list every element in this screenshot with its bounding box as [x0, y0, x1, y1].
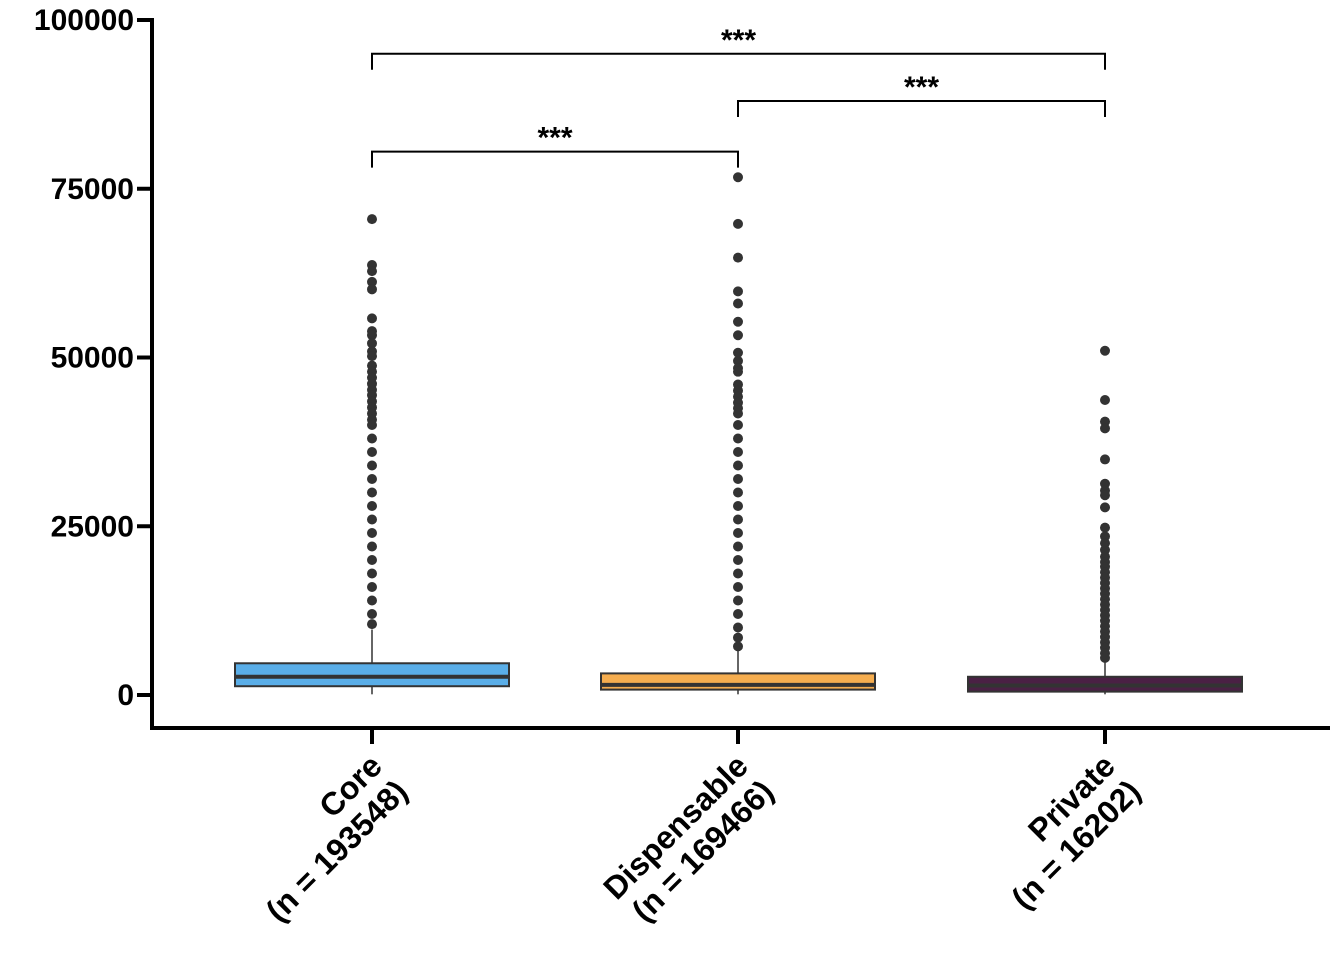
box-dispensable	[600, 172, 876, 695]
outlier-point	[733, 528, 743, 538]
outlier-point	[733, 622, 743, 633]
outlier-point	[733, 595, 743, 606]
outlier-point	[367, 266, 377, 277]
outlier-point	[733, 487, 743, 498]
outlier-point	[367, 595, 377, 606]
significance-bracket: ***	[371, 24, 1106, 70]
outlier-point	[733, 541, 743, 552]
outlier-point	[367, 276, 377, 287]
outlier-point	[1100, 345, 1110, 356]
outlier-point	[367, 420, 377, 430]
bracket-line	[371, 150, 739, 168]
y-tick-label: 100000	[34, 4, 134, 37]
outlier-point	[367, 351, 377, 362]
outlier-point	[367, 619, 377, 630]
outlier-point	[733, 433, 743, 444]
outlier-point	[367, 338, 377, 349]
outlier-point	[367, 284, 377, 295]
outlier-point	[1100, 423, 1110, 434]
outlier-point	[733, 632, 743, 643]
y-tick-label: 75000	[51, 173, 134, 206]
significance-label: ***	[904, 71, 939, 104]
outlier-point	[733, 641, 743, 652]
bracket-line	[371, 52, 1106, 70]
outlier-point	[733, 609, 743, 619]
box-private	[967, 345, 1243, 695]
outlier-point	[367, 433, 377, 444]
outlier-point	[367, 313, 377, 324]
outlier-point	[733, 252, 743, 263]
outlier-point	[367, 214, 377, 225]
significance-label: ***	[721, 24, 756, 57]
significance-label: ***	[537, 122, 572, 155]
outlier-point	[733, 460, 743, 471]
outlier-point	[1100, 652, 1110, 663]
outlier-point	[733, 286, 743, 297]
outlier-point	[367, 528, 377, 538]
outlier-point	[1100, 454, 1110, 465]
boxes-layer	[234, 172, 1243, 695]
y-tick-label: 50000	[51, 342, 134, 375]
outlier-point	[367, 330, 377, 341]
outlier-point	[733, 408, 743, 419]
outlier-point	[1100, 502, 1110, 513]
outlier-point	[367, 474, 377, 484]
y-tick-label: 0	[117, 679, 134, 712]
outlier-point	[367, 541, 377, 552]
outlier-point	[367, 568, 377, 579]
outlier-point	[733, 218, 743, 229]
outlier-point	[367, 501, 377, 511]
axes: 0 25000 50000 75000 100000 Core(n = 193548) Di…	[34, 4, 1330, 931]
outlier-point	[733, 172, 743, 183]
outlier-point	[367, 582, 377, 592]
box-rect	[600, 672, 876, 691]
outlier-point	[733, 355, 743, 366]
outlier-point	[733, 582, 743, 592]
box-rect	[234, 662, 510, 688]
outlier-point	[1100, 395, 1110, 406]
outlier-point	[733, 474, 743, 484]
outlier-point	[367, 447, 377, 457]
outlier-point	[733, 501, 743, 511]
box-core	[234, 214, 510, 695]
outlier-point	[733, 298, 743, 309]
outlier-point	[367, 460, 377, 471]
outlier-point	[733, 420, 743, 430]
outlier-point	[733, 347, 743, 358]
outlier-point	[367, 514, 377, 525]
x-tick-label: Core(n = 193548)	[233, 747, 414, 928]
outlier-point	[733, 555, 743, 565]
bracket-line	[737, 100, 1106, 117]
outlier-point	[733, 514, 743, 525]
outlier-point	[367, 555, 377, 565]
outlier-point	[733, 568, 743, 579]
outlier-point	[733, 316, 743, 327]
outlier-point	[733, 366, 743, 377]
outlier-point	[1100, 522, 1110, 533]
y-tick-label: 25000	[51, 510, 134, 543]
outlier-point	[733, 330, 743, 341]
outlier-point	[1100, 490, 1110, 501]
outlier-point	[367, 609, 377, 619]
x-tick-label: Private(n = 16202)	[979, 747, 1148, 916]
significance-bracket: ***	[737, 71, 1106, 117]
outlier-point	[733, 447, 743, 457]
outlier-point	[367, 487, 377, 498]
x-tick-label: Dispensable(n = 169466)	[596, 747, 780, 931]
significance-brackets: *** *** ***	[371, 24, 1106, 168]
significance-bracket: ***	[371, 122, 739, 168]
